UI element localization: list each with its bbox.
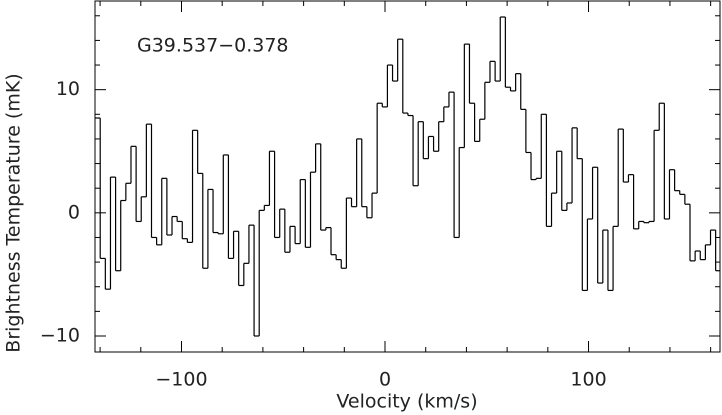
spectrum bbox=[95, 16, 720, 337]
x-axis-label: Velocity (km/s) bbox=[336, 391, 477, 413]
x-tick-label: −100 bbox=[155, 369, 207, 391]
y-tick-label: 0 bbox=[68, 201, 80, 223]
x-tick-label: 100 bbox=[570, 369, 606, 391]
annotation: G39.537−0.378 bbox=[137, 35, 289, 57]
y-tick-label: −10 bbox=[40, 324, 80, 346]
x-tick-label: 0 bbox=[379, 369, 391, 391]
y-axis-label: Brightness Temperature (mK) bbox=[3, 73, 25, 352]
plot-frame bbox=[94, 0, 721, 353]
y-tick-label: 10 bbox=[56, 78, 80, 100]
